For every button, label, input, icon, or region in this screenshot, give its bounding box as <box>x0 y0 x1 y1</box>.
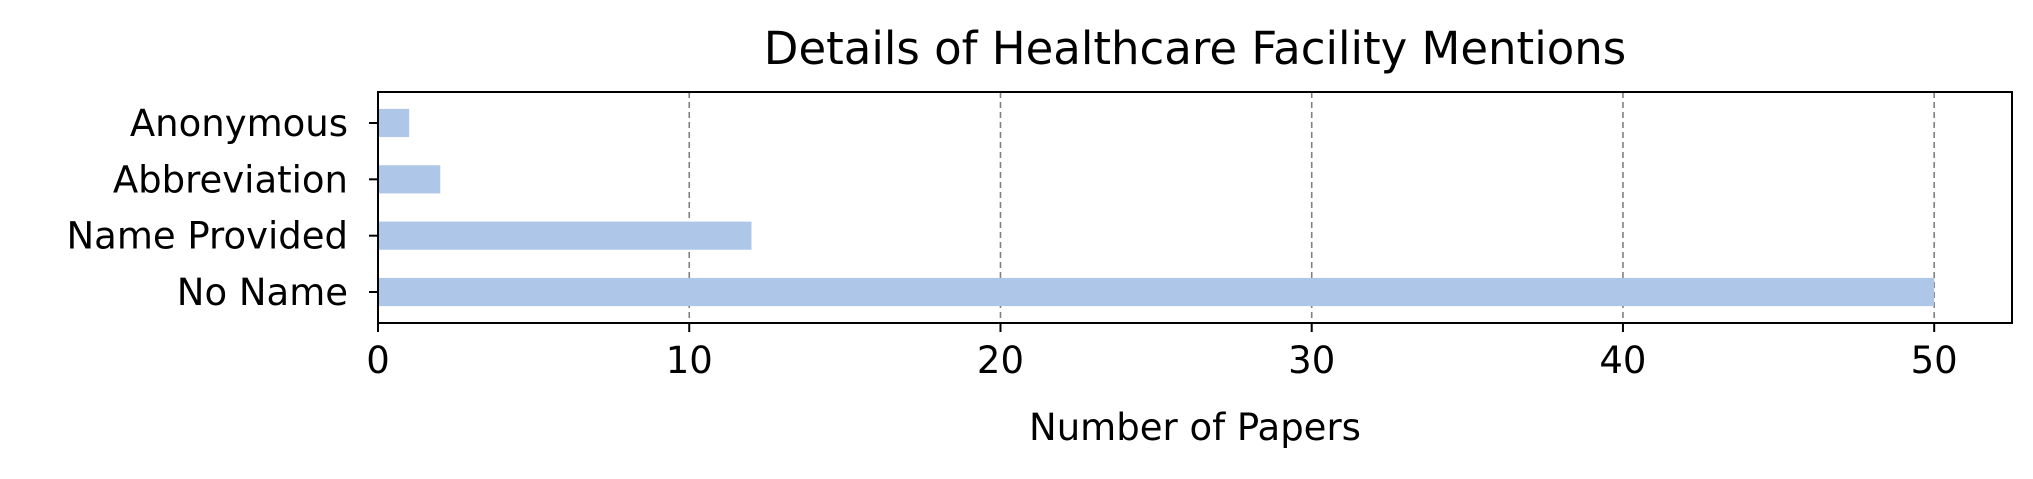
y-tick-label: Name Provided <box>66 215 348 258</box>
y-axis: Anonymous Abbreviation Name Provided No Nam… <box>66 102 378 314</box>
x-tick-label: 20 <box>977 339 1024 382</box>
bar <box>378 221 752 250</box>
x-axis-title: Number of Papers <box>1029 406 1361 449</box>
x-tick-label: 0 <box>366 339 390 382</box>
bar <box>378 108 410 138</box>
x-axis: 0 10 20 30 40 50 <box>366 323 1958 382</box>
bar <box>378 277 1935 307</box>
x-tick-label: 30 <box>1288 339 1335 382</box>
plot-frame <box>377 91 2013 324</box>
x-tick-label: 50 <box>1911 339 1958 382</box>
chart-title: Details of Healthcare Facility Mentions <box>764 22 1626 75</box>
bars <box>378 108 1935 307</box>
x-tick-label: 10 <box>666 339 713 382</box>
y-tick-label: Abbreviation <box>113 158 348 201</box>
x-tick-label: 40 <box>1599 339 1646 382</box>
y-tick-label: Anonymous <box>130 102 348 145</box>
bar <box>378 165 441 194</box>
y-tick-label: No Name <box>177 271 348 314</box>
